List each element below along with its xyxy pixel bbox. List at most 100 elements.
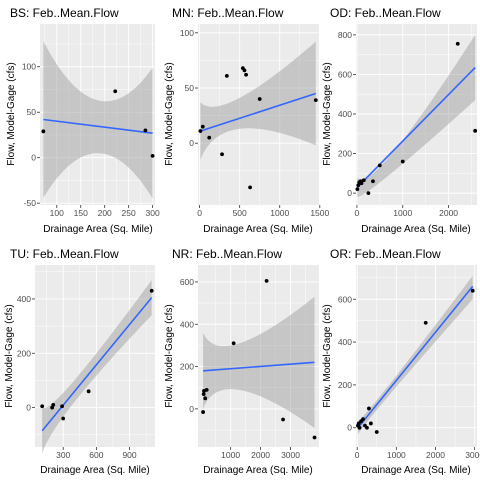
panel-title: OR: Feb..Mean.Flow [330,247,441,261]
y-tick-label: 200 [180,362,194,372]
regression-line [357,285,474,429]
panel-title: OD: Feb..Mean.Flow [330,6,441,20]
data-point [365,425,369,430]
x-tick-label: 0 [355,208,360,218]
data-point [368,421,373,426]
data-point [242,68,247,73]
facet-panel-2: 0 500 1000 1500 0 50 100 MN: Feb..Mean.Flow Drai… [164,6,330,235]
x-tick-label: 250 [122,208,136,218]
data-point [281,417,285,422]
data-point [231,341,236,346]
panel-title: TU: Feb..Mean.Flow [10,247,119,261]
y-axis-title: Flow, Model-Gage (cfs) [164,304,175,407]
data-point [198,129,203,133]
confidence-band [43,41,153,199]
x-tick-label: 100 [50,208,64,218]
x-tick-label: 2000 [426,450,445,460]
panel-title: BS: Feb..Mean.Flow [10,6,119,20]
x-tick-label: 300 [146,208,160,218]
data-point [220,152,224,157]
data-point [113,89,118,94]
y-axis-title: Flow, Model-Gage (cfs) [322,304,333,407]
confidence-band [357,34,476,198]
x-tick-label: 300 [56,450,70,460]
data-point [201,392,206,396]
data-point [86,389,91,394]
x-tick-label: 3000 [281,450,300,460]
y-tick-label: 100 [22,62,36,72]
regression-line [41,297,153,432]
data-point [200,124,205,129]
y-tick-label: 0 [189,138,194,148]
data-point [149,288,154,293]
data-point [40,404,45,409]
y-tick-label: 50 [27,107,37,117]
data-point [143,128,148,133]
panel-title: MN: Feb..Mean.Flow [172,6,284,20]
data-point [61,416,66,421]
data-point [264,278,269,283]
y-tick-label: 400 [180,319,194,329]
data-point [356,183,361,188]
panel-title: NR: Feb..Mean.Flow [172,247,282,261]
confidence-band [203,296,315,428]
x-tick-label: 1000 [221,450,240,460]
facet-panel-5: 1000 2000 3000 0 200 400 600 NR: Feb..Mean.Flow… [164,247,319,476]
x-tick-label: 1000 [393,208,412,218]
facet-panel-1: 100 150 200 250 300 -50 0 50 100 BS: Feb..Mean.Fl… [6,6,160,235]
y-tick-label: 100 [180,28,194,38]
data-point [357,425,362,430]
confidence-band [357,275,473,435]
data-point [203,396,208,401]
x-tick-label: 1500 [310,208,329,218]
data-point [374,430,379,434]
x-axis-title: Drainage Area (Sq. Mile) [203,224,313,235]
data-point [366,191,371,196]
x-axis-title: Drainage Area (Sq. Mile) [361,465,471,476]
x-tick-label: 600 [89,450,103,460]
regression-line [203,361,315,372]
panel-background [356,24,477,205]
x-axis-title: Drainage Area (Sq. Mile) [43,224,153,235]
data-point [41,129,46,134]
x-tick-label: 2000 [251,450,270,460]
data-point [473,128,478,133]
y-tick-label: 800 [338,30,352,40]
data-point [257,97,262,101]
y-tick-label: 400 [17,294,31,304]
data-point [361,178,366,183]
y-axis-title: Flow, Model-Gage (cfs) [164,62,175,165]
regression-line [43,118,153,134]
panel-background [198,24,319,205]
y-tick-label: 400 [338,337,352,347]
panel-background [40,24,155,205]
x-tick-label: 3000 [465,450,480,460]
y-tick-label: 0 [347,423,352,433]
regression-line [356,66,476,188]
x-tick-label: 150 [74,208,88,218]
panel-background [198,265,319,447]
data-point [224,73,229,78]
y-tick-label: 400 [338,109,352,119]
data-point [371,179,375,184]
data-point [361,417,365,422]
y-tick-label: 0 [189,404,194,414]
data-point [400,159,405,164]
data-point [207,135,212,140]
x-axis-title: Drainage Area (Sq. Mile) [361,224,471,235]
regression-line [200,92,317,132]
y-axis-title: Flow, Model-Gage (cfs) [322,62,333,165]
y-tick-label: 600 [338,294,352,304]
x-tick-label: 1000 [270,208,289,218]
data-point [423,320,428,325]
data-point [367,406,371,411]
y-tick-label: 0 [347,188,352,198]
data-point [60,404,64,409]
data-point [377,163,382,168]
data-point [201,410,205,414]
x-axis-title: Drainage Area (Sq. Mile) [203,465,313,476]
confidence-band [200,41,316,160]
y-tick-label: 0 [31,153,36,163]
x-tick-label: 500 [233,208,247,218]
data-point [313,98,318,103]
